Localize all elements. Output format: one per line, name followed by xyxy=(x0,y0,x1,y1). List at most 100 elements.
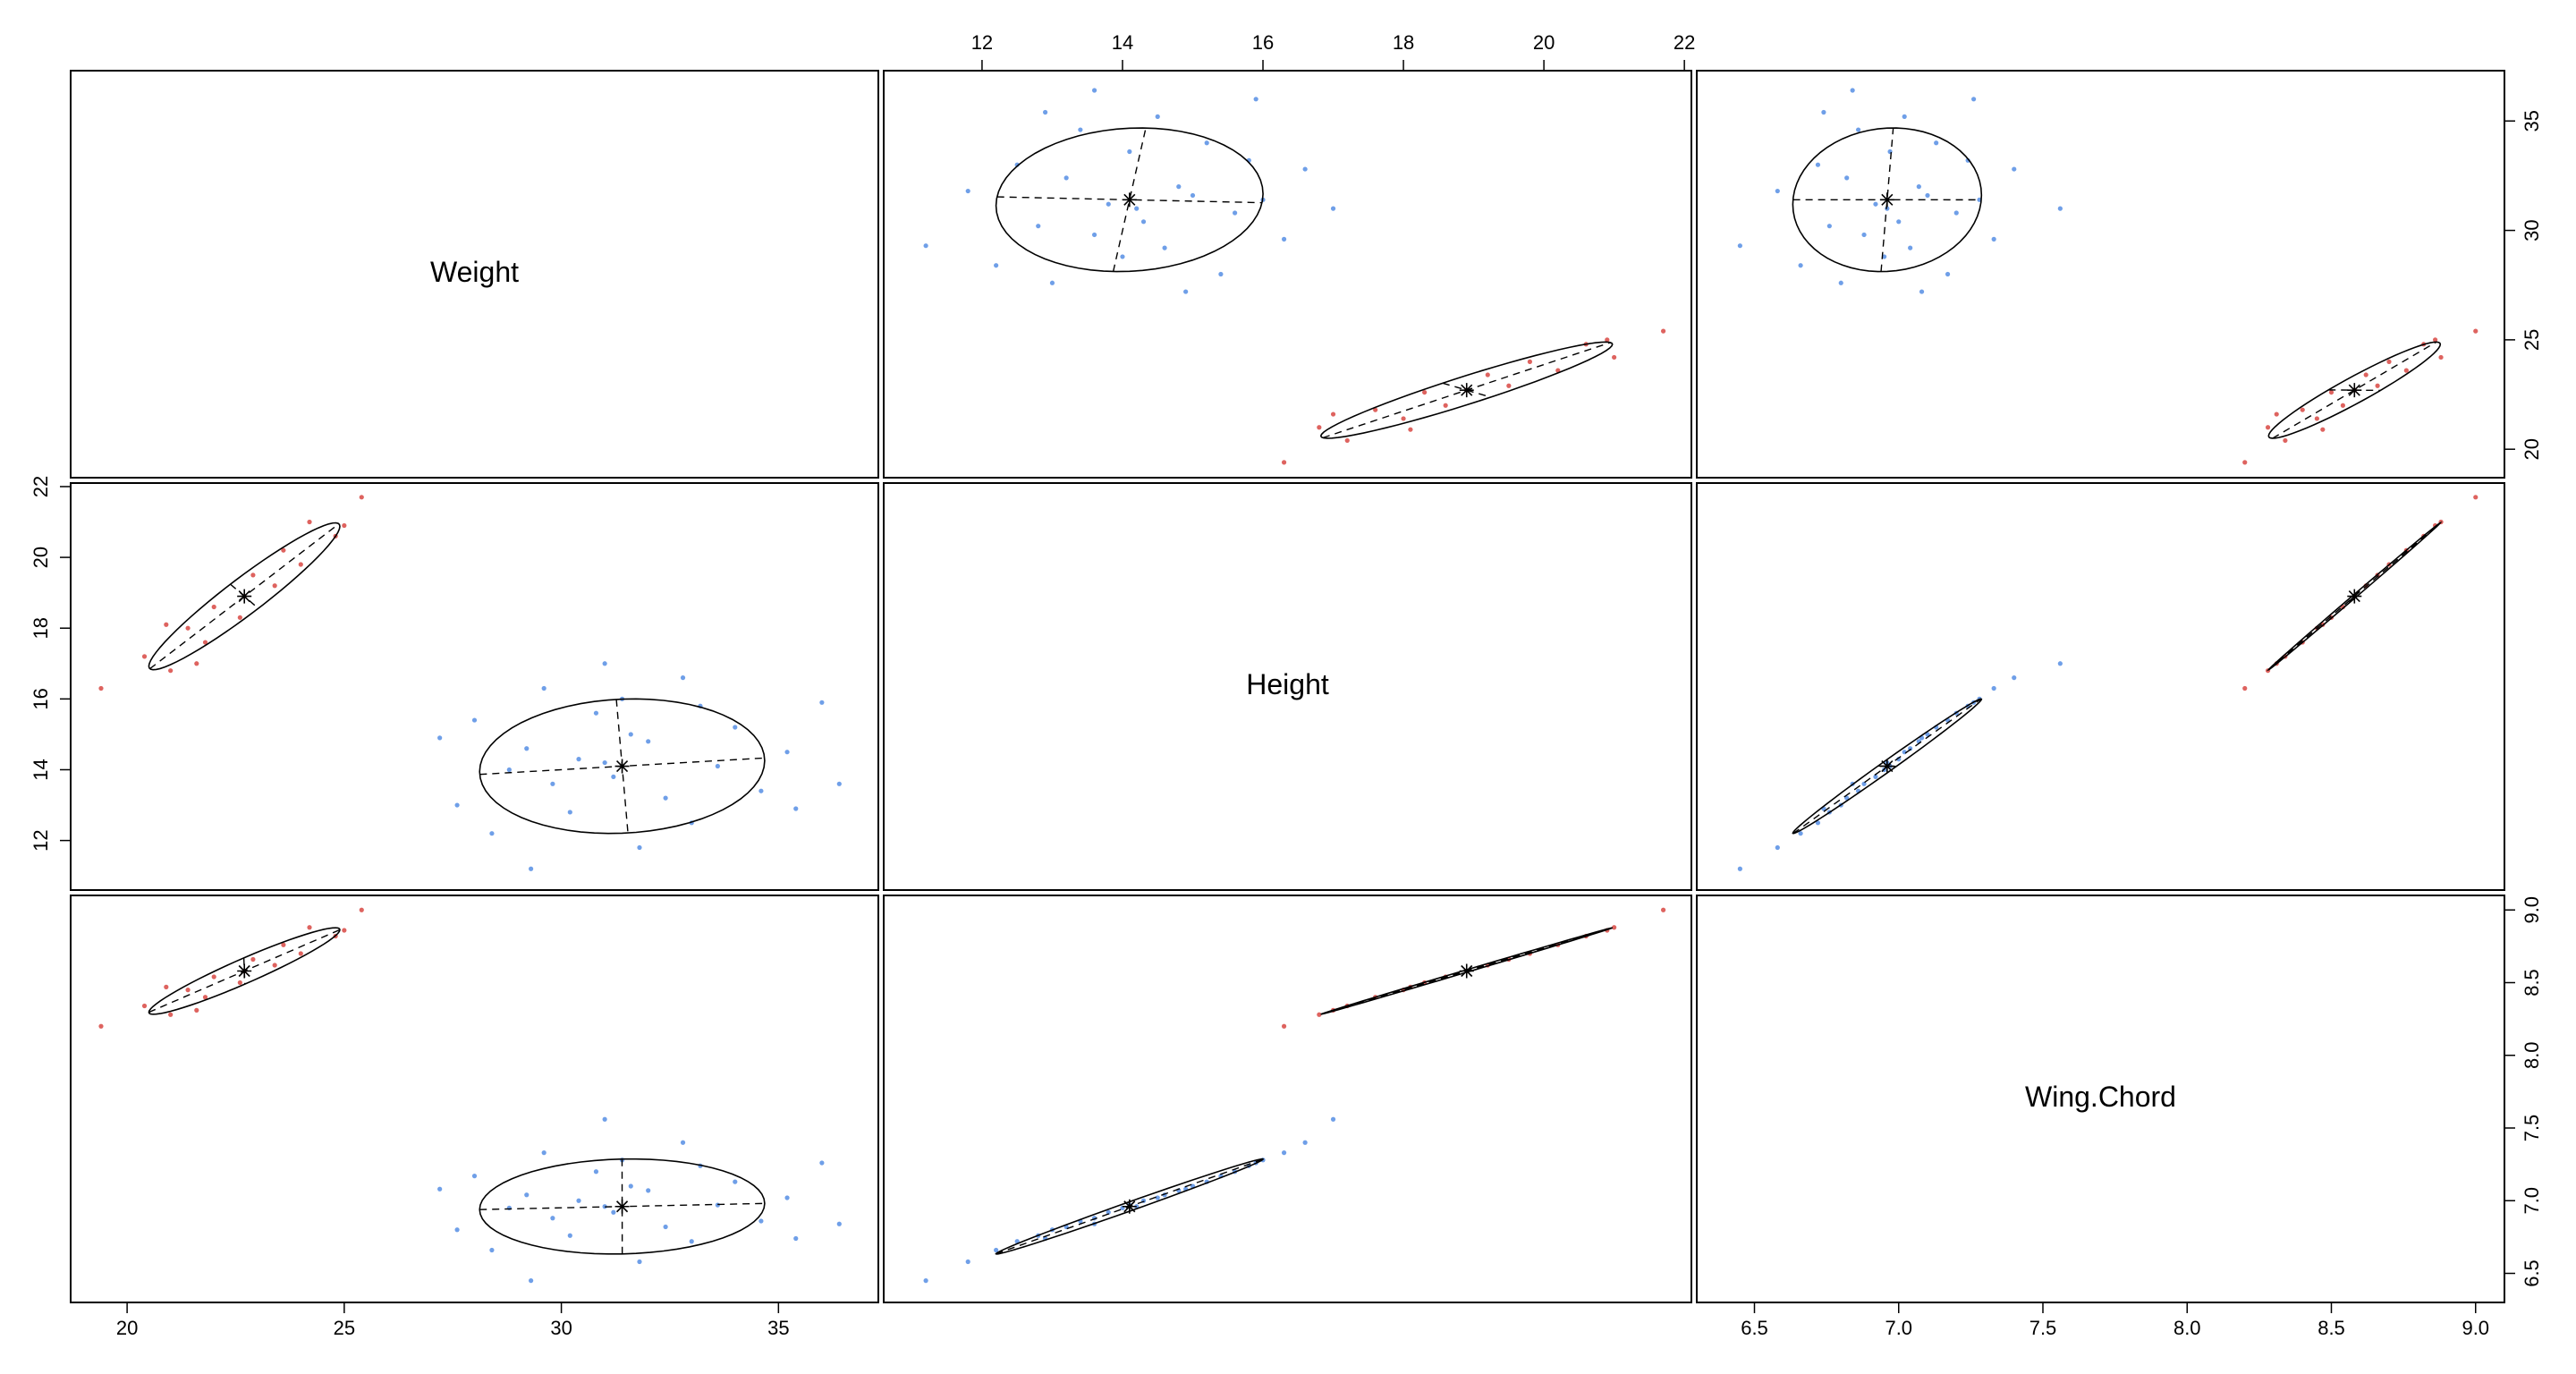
point xyxy=(680,675,686,681)
point xyxy=(1660,907,1666,912)
point xyxy=(1850,88,1855,93)
point xyxy=(1120,254,1125,259)
point xyxy=(602,759,607,766)
point xyxy=(164,984,169,989)
point xyxy=(1902,114,1907,119)
point xyxy=(1815,820,1821,826)
point xyxy=(141,654,148,659)
point xyxy=(541,1150,547,1156)
point xyxy=(1344,437,1350,444)
point xyxy=(194,661,199,666)
point xyxy=(1233,210,1238,216)
point xyxy=(1844,795,1850,801)
point xyxy=(602,1116,607,1122)
ellipse-axis xyxy=(1442,382,1491,398)
point xyxy=(524,1192,530,1198)
point xyxy=(602,661,607,666)
point xyxy=(2057,661,2063,666)
point xyxy=(237,980,242,986)
point xyxy=(819,700,825,705)
x-tick-label: 6.5 xyxy=(1741,1317,1768,1339)
point xyxy=(164,622,169,627)
point xyxy=(689,1239,694,1244)
point xyxy=(202,640,208,645)
point xyxy=(2473,328,2479,334)
point xyxy=(784,750,790,755)
x-tick-label: 14 xyxy=(1112,31,1133,54)
x-tick-label: 20 xyxy=(116,1317,138,1339)
point xyxy=(1844,175,1850,181)
point xyxy=(541,685,547,691)
point xyxy=(529,1278,534,1284)
point xyxy=(1134,206,1140,211)
point xyxy=(1882,254,1887,259)
point xyxy=(646,1188,651,1193)
y-tick-label: 18 xyxy=(30,617,52,639)
point xyxy=(1253,97,1258,102)
point xyxy=(733,725,738,730)
panel xyxy=(1696,895,2505,1303)
point xyxy=(250,956,256,963)
point xyxy=(1155,1195,1160,1200)
x-tick-label: 9.0 xyxy=(2462,1317,2489,1339)
point xyxy=(663,1224,668,1230)
point xyxy=(298,562,303,567)
center-marker xyxy=(1461,384,1473,396)
point xyxy=(437,1186,443,1192)
x-tick-label: 12 xyxy=(971,31,993,54)
point xyxy=(2057,206,2063,211)
y-tick-label: 30 xyxy=(2521,219,2543,241)
point xyxy=(1953,210,1959,216)
point xyxy=(2012,675,2017,681)
point xyxy=(342,928,347,933)
y-tick-label: 7.5 xyxy=(2521,1115,2543,1142)
point xyxy=(2012,166,2017,172)
point xyxy=(1302,1140,1308,1145)
point xyxy=(1043,109,1048,115)
point xyxy=(758,788,764,793)
point xyxy=(1612,354,1617,360)
point xyxy=(98,685,104,691)
point xyxy=(593,1169,599,1175)
point xyxy=(1401,416,1406,421)
point xyxy=(281,942,286,947)
point xyxy=(98,1023,104,1029)
panel xyxy=(70,70,879,479)
point xyxy=(1281,1023,1287,1029)
point xyxy=(1908,746,1913,751)
point xyxy=(1856,127,1861,132)
point xyxy=(2274,411,2279,417)
center-marker xyxy=(1881,759,1894,773)
point xyxy=(1091,232,1097,238)
point xyxy=(1838,280,1843,285)
x-tick-label: 25 xyxy=(334,1317,355,1339)
point xyxy=(646,739,651,744)
point xyxy=(1049,280,1055,285)
point xyxy=(836,781,842,786)
point xyxy=(281,547,286,553)
point xyxy=(1408,427,1413,432)
point xyxy=(1162,245,1167,250)
point xyxy=(1945,271,1951,277)
point xyxy=(1737,866,1742,871)
point xyxy=(1127,148,1132,155)
point xyxy=(1204,140,1209,146)
point xyxy=(1506,383,1512,388)
point xyxy=(471,717,478,723)
point xyxy=(1660,328,1666,334)
x-tick-label: 8.5 xyxy=(2318,1317,2345,1339)
point xyxy=(567,1233,572,1238)
point xyxy=(1281,1150,1287,1156)
point xyxy=(784,1195,790,1200)
data-ellipse xyxy=(995,127,1264,273)
point xyxy=(1302,166,1308,172)
point xyxy=(1896,219,1902,225)
point xyxy=(758,1218,764,1224)
y-tick-label: 20 xyxy=(30,547,52,568)
point xyxy=(1485,372,1490,377)
point xyxy=(576,757,581,762)
point xyxy=(1063,175,1069,181)
point xyxy=(1106,201,1111,207)
point xyxy=(819,1160,825,1166)
point xyxy=(2473,495,2479,500)
